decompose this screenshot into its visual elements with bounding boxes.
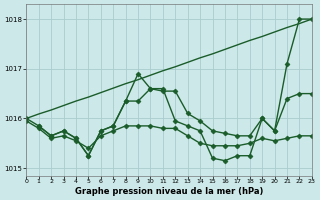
X-axis label: Graphe pression niveau de la mer (hPa): Graphe pression niveau de la mer (hPa)	[75, 187, 263, 196]
